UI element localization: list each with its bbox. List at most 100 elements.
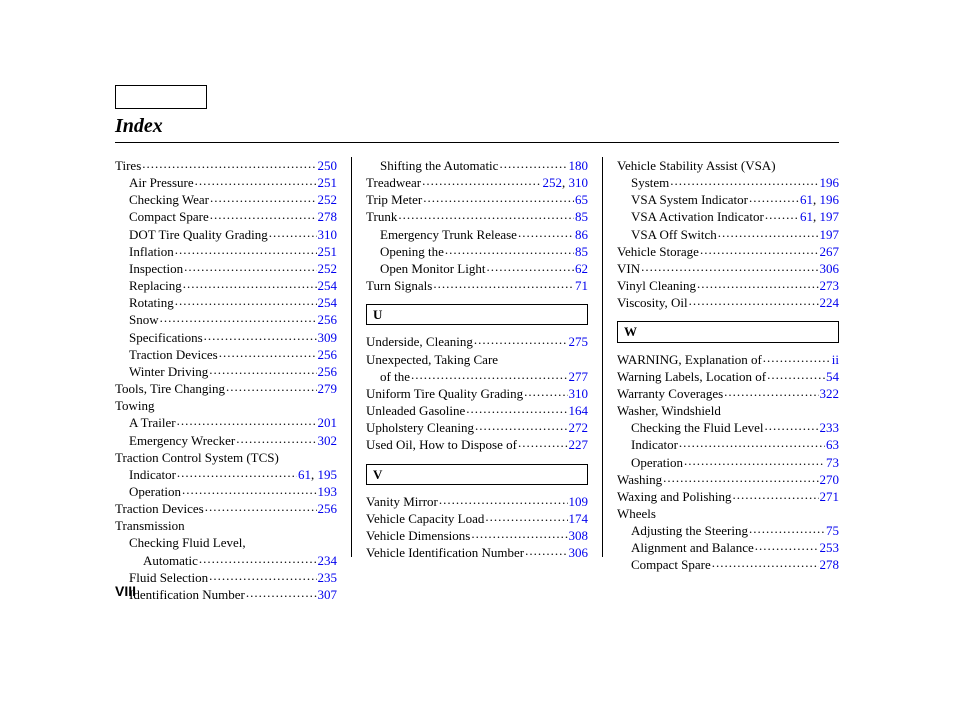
page-ref-link[interactable]: 322 bbox=[820, 386, 840, 401]
page-ref-link[interactable]: 196 bbox=[820, 175, 840, 190]
page-ref-link[interactable]: 254 bbox=[318, 278, 338, 293]
page-ref-link[interactable]: 252 bbox=[543, 175, 563, 190]
page-ref-link[interactable]: 61 bbox=[298, 467, 311, 482]
index-entry-label: Transmission bbox=[115, 517, 185, 534]
page-ref-link[interactable]: 256 bbox=[318, 364, 338, 379]
page-ref-link[interactable]: 275 bbox=[569, 334, 589, 349]
page-ref-link[interactable]: 310 bbox=[318, 227, 338, 242]
page-ref-link[interactable]: 252 bbox=[318, 261, 338, 276]
page-ref-link[interactable]: 65 bbox=[575, 192, 588, 207]
index-entry: Transmission bbox=[115, 517, 337, 534]
page-ref-link[interactable]: 195 bbox=[318, 467, 338, 482]
page-ref-link[interactable]: 252 bbox=[318, 192, 338, 207]
page-ref-link[interactable]: 174 bbox=[569, 511, 589, 526]
index-entry-label: Opening the bbox=[380, 243, 444, 260]
page-ref-link[interactable]: 302 bbox=[318, 433, 338, 448]
index-entry-pages: 252 bbox=[318, 260, 338, 277]
index-entry-label: Trunk bbox=[366, 208, 397, 225]
index-entry: Automatic234 bbox=[115, 552, 337, 569]
index-entry: A Trailer201 bbox=[115, 414, 337, 431]
page-ref-link[interactable]: 310 bbox=[569, 386, 589, 401]
index-entry-pages: 252 bbox=[318, 191, 338, 208]
dot-leader bbox=[142, 157, 316, 170]
page-ref-link[interactable]: 308 bbox=[569, 528, 589, 543]
page-ref-link[interactable]: 193 bbox=[318, 484, 338, 499]
page-ref-link[interactable]: 54 bbox=[826, 369, 839, 384]
index-entry: Indicator61, 195 bbox=[115, 466, 337, 483]
page-ref-link[interactable]: 277 bbox=[569, 369, 589, 384]
index-entry-label: Vanity Mirror bbox=[366, 493, 438, 510]
page-ref-link[interactable]: 254 bbox=[318, 295, 338, 310]
dot-leader bbox=[700, 243, 819, 256]
index-entry-label: VSA System Indicator bbox=[631, 191, 748, 208]
page-ref-link[interactable]: 233 bbox=[820, 420, 840, 435]
page-ref-link[interactable]: 310 bbox=[569, 175, 589, 190]
index-entry-pages: 254 bbox=[318, 277, 338, 294]
page-ref-link[interactable]: 256 bbox=[318, 312, 338, 327]
page-ref-link[interactable]: 251 bbox=[318, 175, 338, 190]
dot-leader bbox=[684, 454, 825, 467]
page-ref-link[interactable]: 85 bbox=[575, 209, 588, 224]
page-ref-link[interactable]: 63 bbox=[826, 437, 839, 452]
page-ref-link[interactable]: 71 bbox=[575, 278, 588, 293]
index-entry: VIN 306 bbox=[617, 260, 839, 277]
page-ref-link[interactable]: 256 bbox=[318, 501, 338, 516]
page-ref-link[interactable]: 61 bbox=[800, 192, 813, 207]
index-entry-label: Alignment and Balance bbox=[631, 539, 754, 556]
page-ref-link[interactable]: 251 bbox=[318, 244, 338, 259]
page-ref-link[interactable]: 267 bbox=[820, 244, 840, 259]
page-ref-link[interactable]: 164 bbox=[569, 403, 589, 418]
index-entry: Waxing and Polishing271 bbox=[617, 488, 839, 505]
column-divider bbox=[602, 157, 603, 557]
page-ref-link[interactable]: 278 bbox=[318, 209, 338, 224]
page-ref-link[interactable]: 271 bbox=[820, 489, 840, 504]
index-entry: Washer, Windshield bbox=[617, 402, 839, 419]
page-ref-link[interactable]: 61 bbox=[800, 209, 813, 224]
index-entry: Vehicle Storage267 bbox=[617, 243, 839, 260]
index-entry-label: Specifications bbox=[129, 329, 203, 346]
page-ref-link[interactable]: 278 bbox=[820, 557, 840, 572]
page-ref-link[interactable]: 196 bbox=[820, 192, 840, 207]
page-ref-link[interactable]: 250 bbox=[318, 158, 338, 173]
dot-leader bbox=[175, 243, 317, 256]
page-ref-link[interactable]: 86 bbox=[575, 227, 588, 242]
dot-leader bbox=[471, 527, 567, 540]
page-ref-link[interactable]: 272 bbox=[569, 420, 589, 435]
dot-leader bbox=[226, 380, 317, 393]
page-ref-link[interactable]: 234 bbox=[318, 553, 338, 568]
page-ref-link[interactable]: 306 bbox=[569, 545, 589, 560]
page-ref-link[interactable]: 253 bbox=[820, 540, 840, 555]
page-ref-link[interactable]: 62 bbox=[575, 261, 588, 276]
page-ref-link[interactable]: 201 bbox=[318, 415, 338, 430]
page-ref-link[interactable]: 270 bbox=[820, 472, 840, 487]
page-ref-link[interactable]: 256 bbox=[318, 347, 338, 362]
page-ref-link[interactable]: 227 bbox=[569, 437, 589, 452]
index-entry-label: Inspection bbox=[129, 260, 183, 277]
page-ref-link[interactable]: 85 bbox=[575, 244, 588, 259]
page-ref-link[interactable]: 307 bbox=[318, 587, 338, 602]
page-ref-link[interactable]: 73 bbox=[826, 455, 839, 470]
index-entry-label: Wheels bbox=[617, 505, 656, 522]
page-ref-link[interactable]: 309 bbox=[318, 330, 338, 345]
index-entry: Identification Number307 bbox=[115, 586, 337, 603]
page-ref-link[interactable]: 109 bbox=[569, 494, 589, 509]
dot-leader bbox=[398, 208, 574, 221]
index-entry: Emergency Trunk Release86 bbox=[366, 226, 588, 243]
index-entry-pages: 256 bbox=[318, 311, 338, 328]
page-ref-link[interactable]: 224 bbox=[820, 295, 840, 310]
page-ref-link[interactable]: 197 bbox=[820, 227, 840, 242]
page-ref-link[interactable]: 273 bbox=[820, 278, 840, 293]
index-entry-label: VIN bbox=[617, 260, 640, 277]
section-letter: U bbox=[366, 304, 588, 325]
dot-leader bbox=[749, 522, 825, 535]
page-ref-link[interactable]: 306 bbox=[820, 261, 840, 276]
page-ref-link[interactable]: 180 bbox=[569, 158, 589, 173]
page-ref-link[interactable]: 235 bbox=[318, 570, 338, 585]
page-ref-link[interactable]: 197 bbox=[820, 209, 840, 224]
page-ref-link[interactable]: 279 bbox=[318, 381, 338, 396]
page-ref-link[interactable]: 75 bbox=[826, 523, 839, 538]
dot-leader bbox=[175, 294, 317, 307]
index-entry-pages: 193 bbox=[318, 483, 338, 500]
index-entry: Inspection 252 bbox=[115, 260, 337, 277]
page-ref-link[interactable]: ii bbox=[832, 352, 839, 367]
